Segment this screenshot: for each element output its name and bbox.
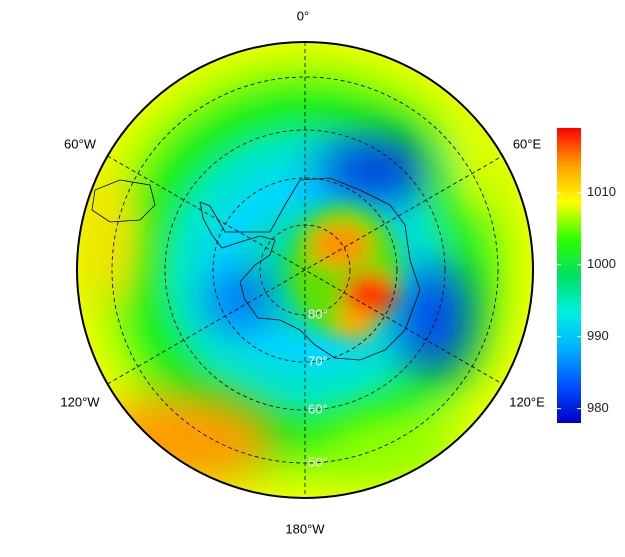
latitude-label: 70° (308, 353, 328, 368)
longitude-label: 60°E (513, 136, 542, 151)
latitude-label: 60° (308, 401, 328, 416)
longitude-label: 120°E (509, 394, 545, 409)
meridian (107, 155, 503, 385)
coastline (91, 179, 156, 223)
latitude-label: 80° (308, 306, 328, 321)
coastline (199, 177, 421, 361)
parallel (212, 177, 398, 363)
colorbar-tick-label: 980 (587, 400, 609, 415)
longitude-label: 60°W (64, 136, 97, 151)
latitude-label: 50° (308, 454, 328, 469)
parallel (259, 224, 351, 316)
parallel (164, 129, 446, 411)
longitude-label: 180°W (285, 521, 325, 536)
colorbar (557, 128, 581, 423)
parallel (111, 76, 499, 464)
longitude-label: 0° (297, 8, 309, 23)
colorbar-tick-label: 1000 (587, 256, 616, 271)
longitude-label: 120°W (60, 394, 100, 409)
colorbar-tick-label: 1010 (587, 184, 616, 199)
colorbar-tick-label: 990 (587, 328, 609, 343)
